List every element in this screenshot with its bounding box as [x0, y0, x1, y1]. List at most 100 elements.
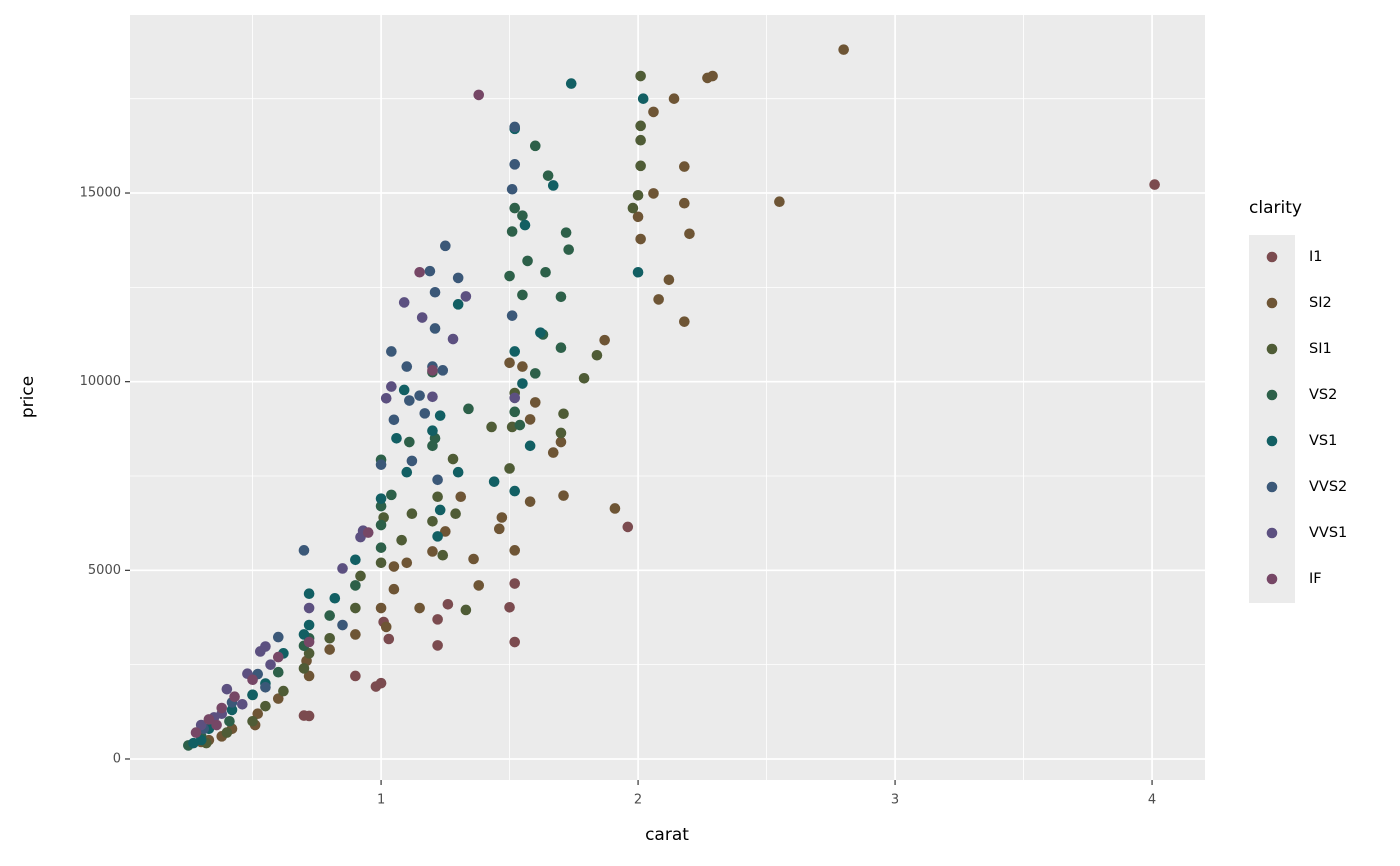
- point: [679, 316, 690, 327]
- point: [303, 636, 315, 648]
- point: [504, 602, 515, 613]
- legend-title: clarity: [1249, 198, 1302, 218]
- point: [663, 274, 675, 286]
- point: [599, 334, 610, 346]
- point: [329, 592, 341, 604]
- point: [237, 698, 248, 710]
- point: [774, 196, 785, 207]
- point: [517, 210, 528, 221]
- legend-key: [1266, 435, 1278, 447]
- point: [260, 681, 271, 693]
- point: [535, 327, 546, 338]
- point: [547, 447, 559, 458]
- point: [509, 578, 521, 589]
- point: [221, 683, 233, 695]
- y-tick-label: 10000: [80, 374, 121, 389]
- point: [432, 531, 443, 542]
- point: [529, 397, 541, 408]
- point: [635, 120, 646, 132]
- point: [221, 727, 233, 738]
- point: [303, 648, 315, 659]
- point: [247, 674, 258, 686]
- legend-label: VVS1: [1309, 525, 1347, 541]
- point: [211, 719, 222, 731]
- point: [416, 312, 428, 323]
- point: [632, 189, 644, 201]
- point: [506, 310, 518, 321]
- point: [555, 427, 567, 439]
- x-axis-title: carat: [645, 825, 689, 845]
- point: [380, 621, 392, 633]
- point: [252, 708, 264, 720]
- legend-label: VS1: [1309, 433, 1337, 449]
- point: [424, 265, 436, 277]
- point: [375, 542, 387, 553]
- legend-key: [1266, 297, 1278, 309]
- point: [635, 233, 646, 245]
- point: [509, 406, 521, 418]
- point: [509, 392, 521, 404]
- point: [432, 491, 443, 503]
- point: [429, 323, 441, 334]
- point: [298, 545, 310, 556]
- point: [386, 489, 397, 501]
- point: [298, 629, 310, 640]
- point: [509, 159, 521, 170]
- point: [504, 270, 515, 282]
- point: [298, 710, 310, 721]
- point: [509, 121, 521, 133]
- point: [388, 414, 400, 426]
- point: [260, 641, 271, 652]
- point: [609, 503, 621, 514]
- point: [653, 294, 664, 305]
- point: [432, 614, 443, 625]
- x-tick-label: 4: [1148, 793, 1156, 808]
- legend-key: [1266, 527, 1278, 539]
- point: [203, 714, 215, 725]
- point: [506, 183, 518, 195]
- point: [190, 727, 202, 738]
- point: [375, 519, 387, 531]
- legend-key: [1266, 389, 1278, 401]
- point: [632, 211, 644, 223]
- point: [517, 378, 528, 389]
- point: [427, 440, 438, 452]
- legend-label: VVS2: [1309, 479, 1347, 495]
- point: [188, 737, 199, 749]
- point: [303, 670, 315, 682]
- point: [648, 106, 659, 118]
- point: [473, 580, 485, 591]
- point: [509, 545, 521, 556]
- point: [226, 704, 238, 716]
- point: [473, 89, 485, 101]
- point: [229, 691, 240, 703]
- point: [555, 342, 567, 354]
- legend-label: I1: [1309, 249, 1323, 265]
- point: [509, 202, 521, 214]
- point: [298, 663, 310, 674]
- legend-key: [1266, 343, 1278, 355]
- point: [635, 134, 646, 146]
- panel: [130, 15, 1205, 780]
- point: [463, 403, 474, 415]
- point: [542, 170, 554, 181]
- point: [437, 549, 449, 561]
- point: [272, 666, 284, 678]
- point: [391, 432, 402, 444]
- point: [648, 188, 659, 199]
- point: [509, 346, 521, 357]
- point: [350, 629, 361, 640]
- point: [303, 602, 315, 614]
- y-tick-label: 0: [113, 751, 121, 766]
- point: [504, 463, 515, 474]
- point: [529, 140, 541, 152]
- point: [622, 521, 634, 533]
- point: [679, 197, 690, 209]
- point: [447, 333, 459, 345]
- point: [558, 490, 569, 501]
- point: [506, 226, 518, 237]
- point: [555, 436, 567, 448]
- legend-key: [1266, 481, 1278, 493]
- point: [578, 372, 590, 384]
